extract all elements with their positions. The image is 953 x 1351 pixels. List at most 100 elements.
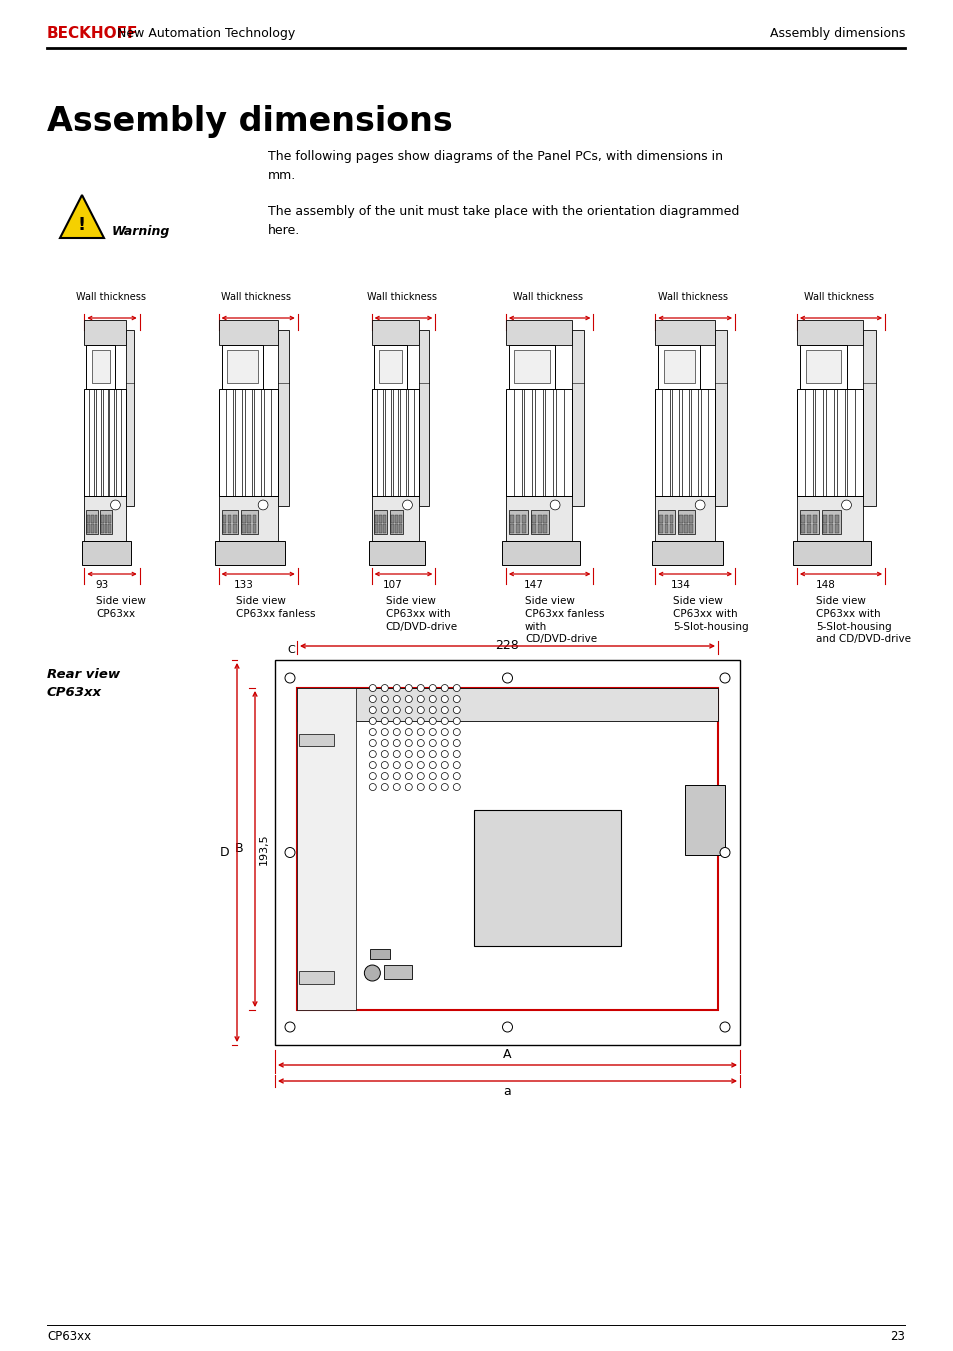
Circle shape bbox=[416, 696, 424, 703]
Text: Side view
CP63xx with
5-Slot-housing
and CD/DVD-drive: Side view CP63xx with 5-Slot-housing and… bbox=[816, 596, 910, 644]
Bar bbox=[680, 389, 688, 496]
Bar bbox=[383, 515, 386, 523]
Bar bbox=[516, 524, 519, 532]
Circle shape bbox=[416, 685, 424, 692]
Bar bbox=[218, 496, 277, 540]
Bar bbox=[700, 389, 707, 496]
Circle shape bbox=[405, 739, 412, 747]
Circle shape bbox=[429, 773, 436, 780]
Bar bbox=[395, 524, 397, 532]
Text: Side view
CP63xx fanless: Side view CP63xx fanless bbox=[235, 596, 315, 619]
Text: 147: 147 bbox=[524, 580, 543, 590]
Bar bbox=[669, 515, 673, 523]
Bar bbox=[531, 515, 536, 523]
Bar bbox=[510, 515, 514, 523]
Circle shape bbox=[285, 673, 294, 684]
Circle shape bbox=[258, 500, 268, 509]
Bar bbox=[221, 345, 263, 389]
Bar bbox=[94, 524, 97, 532]
Bar bbox=[109, 389, 114, 496]
Bar bbox=[846, 389, 854, 496]
Circle shape bbox=[393, 751, 400, 758]
Bar bbox=[228, 524, 232, 532]
Circle shape bbox=[429, 696, 436, 703]
Bar bbox=[689, 524, 693, 532]
Bar bbox=[505, 496, 571, 540]
Bar bbox=[384, 965, 412, 979]
Bar bbox=[543, 524, 547, 532]
Bar bbox=[233, 515, 236, 523]
Circle shape bbox=[369, 773, 375, 780]
Text: Assembly dimensions: Assembly dimensions bbox=[47, 105, 453, 138]
Bar bbox=[796, 496, 862, 540]
Bar bbox=[535, 389, 542, 496]
Text: Wall thickness: Wall thickness bbox=[367, 292, 436, 303]
Circle shape bbox=[393, 784, 400, 790]
Circle shape bbox=[405, 707, 412, 713]
Circle shape bbox=[429, 762, 436, 769]
Bar bbox=[659, 524, 662, 532]
Bar bbox=[253, 515, 256, 523]
Text: CP63xx: CP63xx bbox=[47, 1329, 91, 1343]
Bar bbox=[84, 320, 126, 345]
Bar bbox=[836, 389, 843, 496]
Circle shape bbox=[369, 739, 375, 747]
Circle shape bbox=[453, 773, 459, 780]
Circle shape bbox=[369, 685, 375, 692]
Text: 93: 93 bbox=[95, 580, 109, 590]
Bar bbox=[96, 389, 101, 496]
Bar bbox=[398, 524, 402, 532]
Bar bbox=[109, 515, 111, 523]
Bar bbox=[247, 515, 251, 523]
Circle shape bbox=[405, 762, 412, 769]
Circle shape bbox=[453, 762, 459, 769]
Bar bbox=[655, 496, 715, 540]
Text: 23: 23 bbox=[889, 1329, 904, 1343]
Circle shape bbox=[441, 739, 448, 747]
Circle shape bbox=[381, 685, 388, 692]
Circle shape bbox=[381, 762, 388, 769]
Bar bbox=[474, 811, 620, 946]
Circle shape bbox=[453, 739, 459, 747]
Circle shape bbox=[453, 728, 459, 735]
Bar bbox=[222, 515, 226, 523]
Text: Side view
CP63xx with
CD/DVD-drive: Side view CP63xx with CD/DVD-drive bbox=[385, 596, 457, 632]
Bar bbox=[88, 515, 90, 523]
Bar bbox=[390, 509, 403, 534]
Bar bbox=[806, 515, 810, 523]
Bar bbox=[228, 515, 232, 523]
Bar bbox=[377, 389, 383, 496]
Circle shape bbox=[502, 1021, 512, 1032]
Bar bbox=[87, 345, 115, 389]
Bar bbox=[801, 524, 804, 532]
Circle shape bbox=[429, 707, 436, 713]
Bar bbox=[374, 345, 407, 389]
Bar bbox=[263, 389, 271, 496]
Text: Assembly dimensions: Assembly dimensions bbox=[769, 27, 904, 41]
Circle shape bbox=[405, 685, 412, 692]
Bar bbox=[537, 524, 541, 532]
Bar bbox=[235, 389, 242, 496]
Bar bbox=[398, 515, 402, 523]
Circle shape bbox=[695, 500, 704, 509]
Circle shape bbox=[416, 762, 424, 769]
Circle shape bbox=[369, 784, 375, 790]
Bar bbox=[253, 389, 261, 496]
Bar bbox=[679, 515, 682, 523]
Circle shape bbox=[453, 717, 459, 724]
Circle shape bbox=[441, 762, 448, 769]
Bar bbox=[815, 389, 822, 496]
Circle shape bbox=[441, 728, 448, 735]
Circle shape bbox=[405, 773, 412, 780]
Bar bbox=[661, 389, 669, 496]
Circle shape bbox=[381, 707, 388, 713]
Bar bbox=[91, 350, 110, 384]
Bar bbox=[400, 389, 406, 496]
Text: 148: 148 bbox=[815, 580, 835, 590]
Text: Side view
CP63xx: Side view CP63xx bbox=[96, 596, 146, 619]
Bar bbox=[800, 509, 818, 534]
Text: 107: 107 bbox=[382, 580, 401, 590]
Bar bbox=[516, 515, 519, 523]
Bar bbox=[277, 330, 289, 507]
Circle shape bbox=[402, 500, 412, 509]
